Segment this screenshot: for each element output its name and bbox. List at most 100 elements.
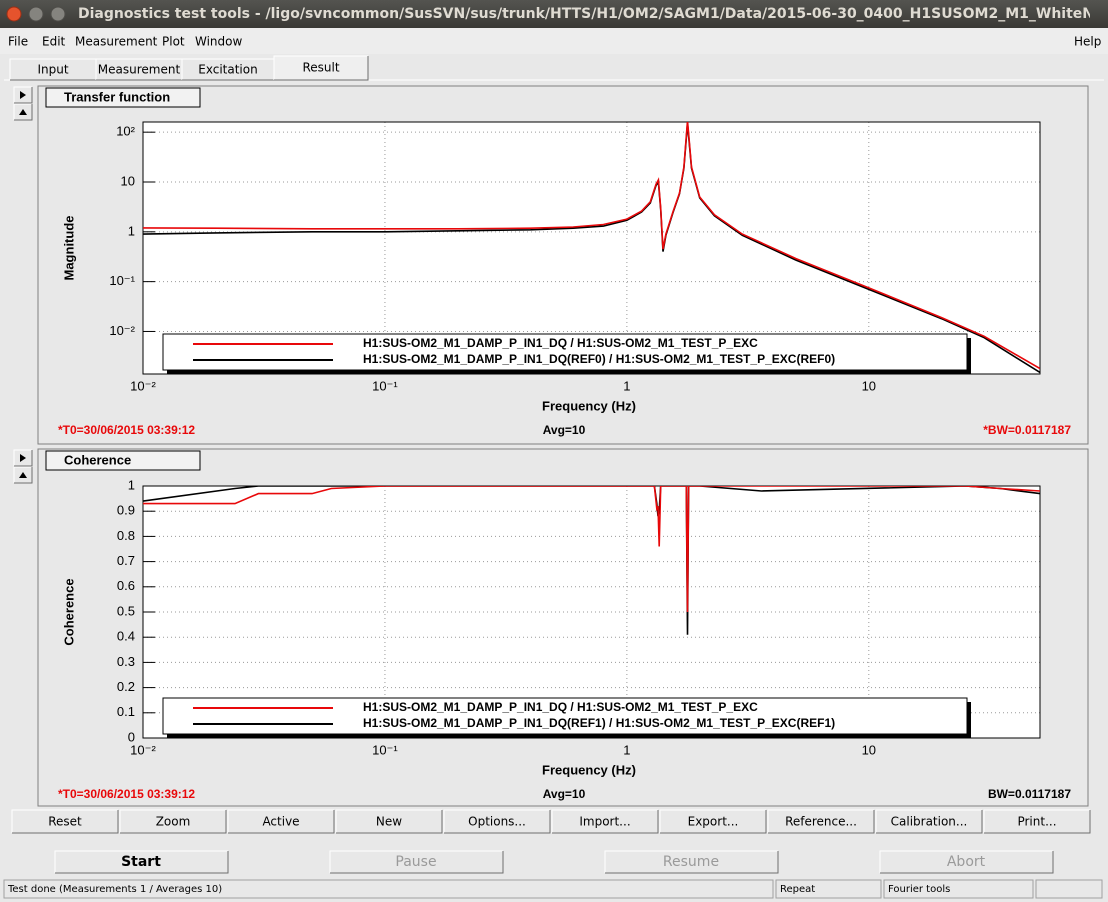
status-field (1035, 879, 1103, 899)
button-label[interactable]: Calibration... (891, 815, 968, 829)
control-button-light (879, 850, 1053, 873)
action-button-shade (336, 810, 443, 834)
action-button-shade (120, 810, 227, 834)
menu-item[interactable]: Plot (162, 35, 185, 49)
menu-item[interactable]: Measurement (75, 35, 158, 49)
tab-face (96, 59, 182, 80)
action-button[interactable] (335, 809, 443, 834)
series-line (143, 122, 1040, 370)
control-label[interactable]: Start (121, 854, 161, 870)
minimize-button[interactable] (28, 6, 44, 22)
menu-item[interactable]: Window (195, 35, 243, 49)
x-tick-label: 10 (862, 378, 876, 393)
expand-button-light (13, 449, 32, 466)
button-label[interactable]: Print... (1017, 815, 1056, 829)
button-label[interactable]: New (376, 815, 402, 829)
y-tick-label: 0.9 (117, 503, 135, 518)
status-field (883, 879, 1034, 899)
y-tick-label: 0.2 (117, 679, 135, 694)
y-tick-label: 10⁻² (109, 323, 135, 338)
button-label[interactable]: Active (262, 815, 299, 829)
expand-button-light (13, 86, 32, 103)
tab-light (95, 58, 182, 80)
control-button-shade (880, 851, 1054, 874)
action-button[interactable] (551, 809, 659, 834)
title-bar (0, 0, 1108, 28)
action-button[interactable] (875, 809, 983, 834)
button-label[interactable]: Export... (688, 815, 739, 829)
control-button-light (54, 850, 228, 873)
control-button[interactable] (54, 850, 229, 874)
action-button-light (767, 809, 874, 833)
footer-avg: Avg=10 (543, 787, 586, 801)
action-button[interactable] (119, 809, 227, 834)
action-button-face (336, 810, 442, 833)
y-tick-label: 10⁻¹ (109, 273, 135, 288)
tab-label[interactable]: Input (37, 63, 68, 77)
button-label[interactable]: Options... (468, 815, 526, 829)
control-button (329, 850, 504, 874)
tab-light (181, 58, 274, 80)
legend-label: H1:SUS-OM2_M1_DAMP_P_IN1_DQ(REF0) / H1:S… (363, 352, 835, 366)
status-text: Fourier tools (888, 884, 950, 895)
button-label[interactable]: Import... (579, 815, 630, 829)
action-button-shade (660, 810, 767, 834)
action-button-light (11, 809, 118, 833)
y-tick-label: 0 (128, 729, 135, 744)
collapse-button-shade (14, 104, 33, 121)
y-tick-label: 1 (128, 223, 135, 238)
arrow-icon (20, 91, 26, 99)
button-label[interactable]: Zoom (156, 815, 191, 829)
maximize-button[interactable] (50, 6, 66, 22)
status-field (3, 879, 774, 899)
tab-label[interactable]: Measurement (98, 63, 181, 77)
action-button-light (875, 809, 982, 833)
series-line (143, 123, 1040, 374)
close-button[interactable] (6, 6, 22, 22)
y-tick-label: 1 (128, 477, 135, 492)
y-tick-label: 0.8 (117, 528, 135, 543)
action-button-face (768, 810, 874, 833)
menu-bar (0, 28, 1108, 54)
menu-item[interactable]: Edit (42, 35, 66, 49)
action-button[interactable] (227, 809, 335, 834)
x-tick-label: 10⁻¹ (372, 378, 398, 393)
legend (162, 333, 968, 371)
action-button-shade (768, 810, 875, 834)
control-label: Abort (947, 854, 986, 870)
series-line (143, 486, 1040, 613)
control-button (879, 850, 1054, 874)
arrow-icon (20, 454, 26, 462)
y-tick-label: 0.3 (117, 654, 135, 669)
tab[interactable] (273, 55, 369, 81)
action-button[interactable] (443, 809, 551, 834)
arrow-icon (19, 109, 27, 115)
plot-area (143, 122, 1040, 374)
button-label[interactable]: Reference... (785, 815, 857, 829)
action-button-shade (444, 810, 551, 834)
action-button[interactable] (767, 809, 875, 834)
action-button-shade (552, 810, 659, 834)
action-button[interactable] (659, 809, 767, 834)
menu-help[interactable]: Help (1074, 35, 1101, 49)
legend-label: H1:SUS-OM2_M1_DAMP_P_IN1_DQ / H1:SUS-OM2… (363, 336, 758, 350)
control-button-face (55, 851, 228, 873)
action-button-light (983, 809, 1090, 833)
x-tick-label: 1 (623, 378, 630, 393)
panel-label-box (45, 87, 201, 108)
y-axis-title: Magnitude (61, 216, 76, 281)
tab-face (10, 59, 96, 80)
menu-item[interactable]: File (8, 35, 28, 49)
y-tick-label: 10 (121, 173, 135, 188)
control-label: Resume (663, 854, 719, 870)
control-button-face (605, 851, 778, 873)
action-button[interactable] (983, 809, 1091, 834)
control-button-light (329, 850, 503, 873)
action-button[interactable] (11, 809, 119, 834)
tab-label[interactable]: Excitation (198, 63, 257, 77)
tab-label[interactable]: Result (302, 61, 339, 75)
x-axis-title: Frequency (Hz) (542, 762, 636, 777)
button-label[interactable]: Reset (48, 815, 82, 829)
legend-label: H1:SUS-OM2_M1_DAMP_P_IN1_DQ(REF1) / H1:S… (363, 716, 835, 730)
